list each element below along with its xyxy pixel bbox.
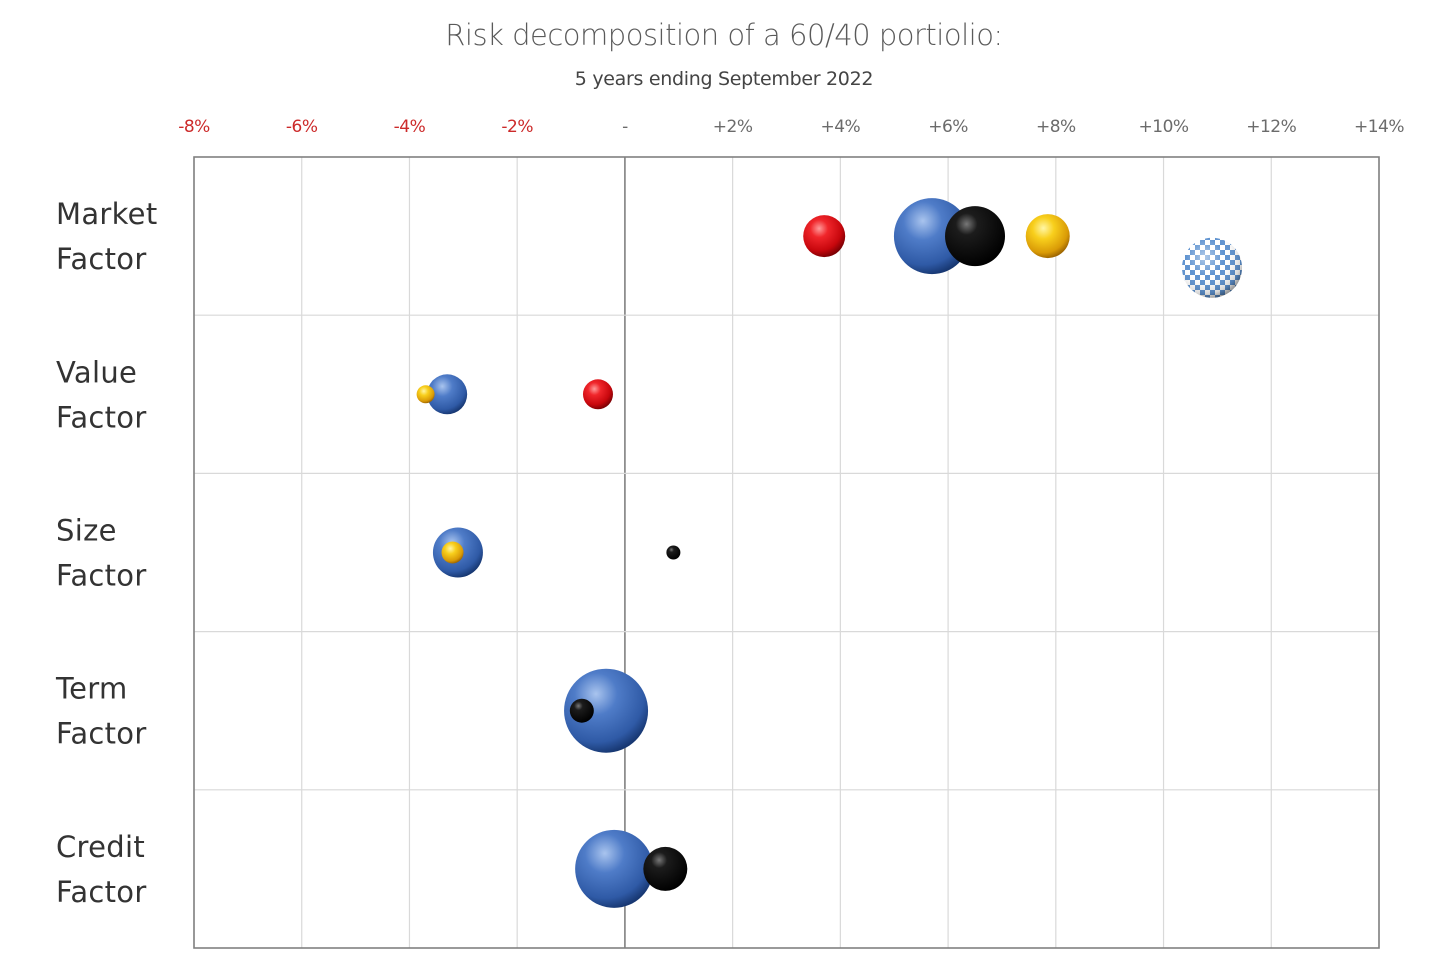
- bubble-gold: [1025, 214, 1070, 259]
- chart-title: Risk decomposition of a 60/40 portiolio:: [445, 18, 1003, 52]
- x-tick-label: +10%: [1139, 117, 1189, 137]
- row-label: Factor: [56, 242, 147, 276]
- x-tick-label: -: [622, 117, 628, 137]
- bubble-gold: [441, 541, 464, 564]
- row-label: Credit: [56, 830, 145, 864]
- x-tick-label: +6%: [928, 117, 968, 137]
- row-labels: Market Factor Value Factor Size Factor Term Fac…: [55, 197, 158, 909]
- x-tick-label: -2%: [501, 117, 533, 137]
- bubble-black: [643, 846, 688, 891]
- bubble-blue: [427, 374, 468, 415]
- plot-frame: [193, 156, 1380, 949]
- bubble-red: [803, 215, 846, 258]
- row-label: Factor: [56, 400, 147, 434]
- x-tick-label: +4%: [821, 117, 861, 137]
- row-label: Market: [56, 197, 158, 231]
- bubble-black: [945, 206, 1006, 267]
- bubble-gold: [416, 385, 435, 404]
- bubble-blue: [564, 668, 649, 753]
- x-tick-label: +8%: [1036, 117, 1076, 137]
- x-axis-ticks: -8% -6% -4% -2% - +2% +4% +6% +8% +10% +12% +14%: [178, 117, 1405, 137]
- chart-subtitle: 5 years ending September 2022: [574, 68, 874, 90]
- bubble-red: [582, 379, 613, 410]
- bubble-blue: [893, 198, 970, 275]
- grid: [193, 156, 1380, 949]
- bubble-shading: [1182, 237, 1243, 298]
- x-tick-label: -6%: [286, 117, 318, 137]
- bubble-blue: [575, 829, 654, 908]
- row-label: Factor: [56, 559, 147, 593]
- row-label: Term: [55, 672, 128, 706]
- x-tick-label: -8%: [178, 117, 210, 137]
- row-label: Size: [56, 514, 117, 548]
- row-label: Value: [56, 355, 137, 389]
- bubbles: [416, 198, 1243, 908]
- x-tick-label: +14%: [1354, 117, 1404, 137]
- x-tick-label: -4%: [394, 117, 426, 137]
- bubble-black: [666, 545, 681, 560]
- row-label: Factor: [56, 875, 147, 909]
- x-tick-label: +2%: [713, 117, 753, 137]
- row-label: Factor: [56, 717, 147, 751]
- x-tick-label: +12%: [1246, 117, 1296, 137]
- bubble-black: [569, 698, 594, 723]
